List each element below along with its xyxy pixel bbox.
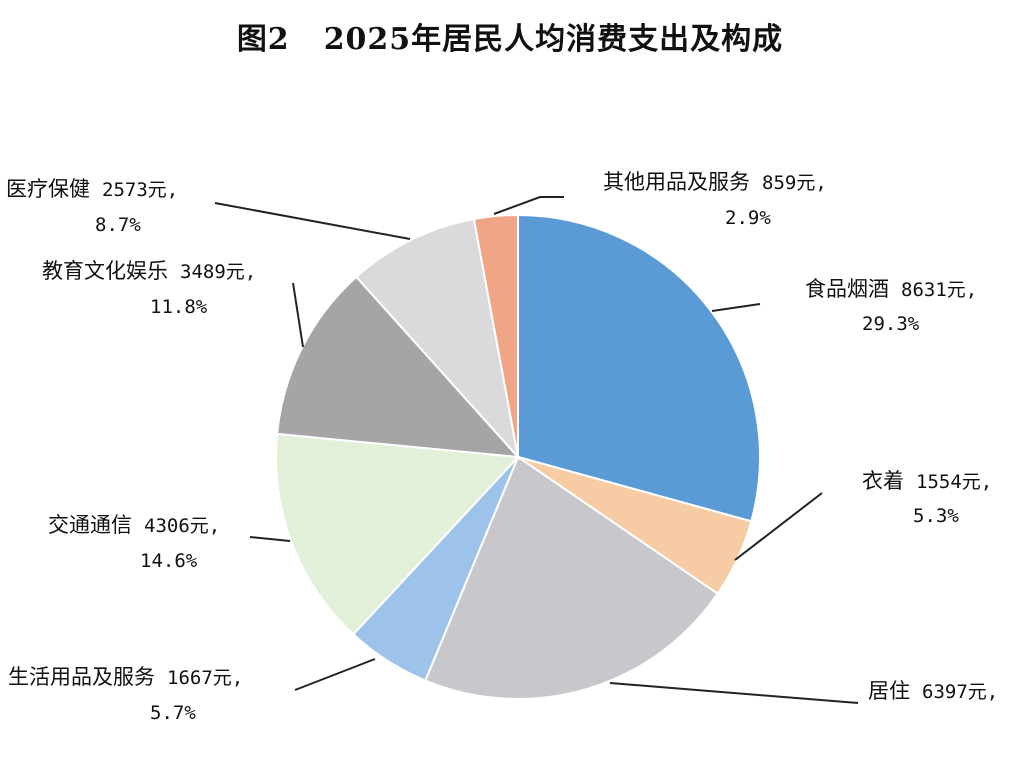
leader-line-4 [294,658,376,691]
slice-label-5: 交通通信 4306元, [48,513,220,537]
chart-title-text: 2025年居民人均消费支出及构成 [323,22,784,57]
slice-value-4: 1667元, [167,667,243,689]
slice-label-7: 医疗保健 2573元, [6,177,178,201]
slice-name-3: 居住 [868,679,910,703]
slice-name-2: 衣着 [862,469,904,493]
slice-percent-6: 11.8% [150,296,208,318]
slice-name-4: 生活用品及服务 [8,665,155,689]
slice-value-8: 859元, [762,172,827,194]
pie-slice-6 [276,275,521,459]
pie-slice-7 [354,217,520,461]
leader-line-8 [493,196,564,215]
leader-line-7 [214,202,411,240]
slice-value-6: 3489元, [180,261,256,283]
slice-name-1: 食品烟酒 [805,277,889,301]
slice-name-8: 其他用品及服务 [603,170,750,194]
slice-name-5: 交通通信 [48,513,132,537]
slice-value-1: 8631元, [901,279,977,301]
slice-label-6: 教育文化娱乐 3489元, [42,259,256,283]
slice-value-5: 4306元, [144,515,220,537]
slice-name-6: 教育文化娱乐 [42,259,168,283]
pie-slices [275,213,761,700]
figure-label: 图2 [236,22,290,57]
leader-line-3 [609,682,859,704]
slice-label-8: 其他用品及服务 859元, [603,170,827,194]
slice-value-3: 6397元, [922,681,998,703]
slice-label-4: 生活用品及服务 1667元, [8,665,243,689]
slice-name-7: 医疗保健 [6,177,90,201]
pie-slice-3 [424,455,720,700]
slice-percent-2: 5.3% [913,505,959,527]
slice-label-3: 居住 6397元, [868,679,998,703]
slice-value-7: 2573元, [102,179,178,201]
pie-slice-8 [472,213,519,458]
slice-percent-5: 14.6% [140,550,198,572]
slice-percent-8: 2.9% [725,207,771,229]
slice-percent-1: 29.3% [862,313,920,335]
slice-value-2: 1554元, [916,471,992,493]
pie-slice-5 [275,432,521,636]
leader-line-6 [292,282,304,348]
slice-label-2: 衣着 1554元, [862,469,992,493]
slice-percent-4: 5.7% [150,702,196,724]
leader-line-1 [711,303,761,312]
slice-label-1: 食品烟酒 8631元, [805,277,977,301]
leader-line-5 [249,536,291,542]
pie-labels: 食品烟酒 8631元, 29.3% 衣着 1554元, 5.3% 居住 6397元, 生活用品及… [6,170,998,724]
leader-line-2 [734,492,823,561]
slice-percent-7: 8.7% [95,214,141,236]
pie-slice-1 [517,213,761,523]
chart-title: 图2 2025年居民人均消费支出及构成 [0,14,1020,58]
